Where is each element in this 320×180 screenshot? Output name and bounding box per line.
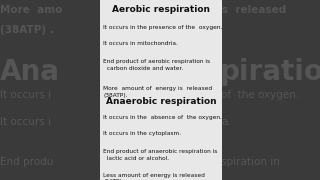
Text: Ana: Ana (0, 58, 60, 86)
Text: Aerobic respiration: Aerobic respiration (112, 5, 210, 14)
Text: End product of aerobic respiration is
  carbon dioxide and water.: End product of aerobic respiration is ca… (103, 59, 210, 71)
Text: It occurs in mitochondria.: It occurs in mitochondria. (103, 41, 178, 46)
Text: It occurs in the cytoplasm.: It occurs in the cytoplasm. (103, 131, 181, 136)
Text: piration: piration (219, 58, 320, 86)
Text: s  released: s released (222, 5, 287, 15)
Text: (38ATP) .: (38ATP) . (0, 25, 54, 35)
Text: a.: a. (221, 117, 231, 127)
Text: End produ: End produ (0, 157, 53, 167)
Text: It occurs in the presence of the  oxygen.: It occurs in the presence of the oxygen. (103, 25, 223, 30)
Text: spiration in: spiration in (221, 157, 280, 167)
FancyBboxPatch shape (100, 0, 222, 180)
Text: of  the oxygen.: of the oxygen. (221, 90, 300, 100)
Text: It occurs i: It occurs i (0, 117, 51, 127)
Text: It occurs in the  absence of  the oxygen.: It occurs in the absence of the oxygen. (103, 115, 222, 120)
Text: It occurs i: It occurs i (0, 90, 51, 100)
Text: More  amount of  energy is  released
(38ATP).: More amount of energy is released (38ATP… (103, 86, 212, 98)
Text: Less amount of energy is released
(2ATP).: Less amount of energy is released (2ATP)… (103, 173, 205, 180)
Text: End product of anaerobic respiration is
  lactic acid or alcohol.: End product of anaerobic respiration is … (103, 149, 218, 161)
Text: Anaerobic respiration: Anaerobic respiration (106, 97, 216, 106)
Text: More  amo: More amo (0, 5, 62, 15)
